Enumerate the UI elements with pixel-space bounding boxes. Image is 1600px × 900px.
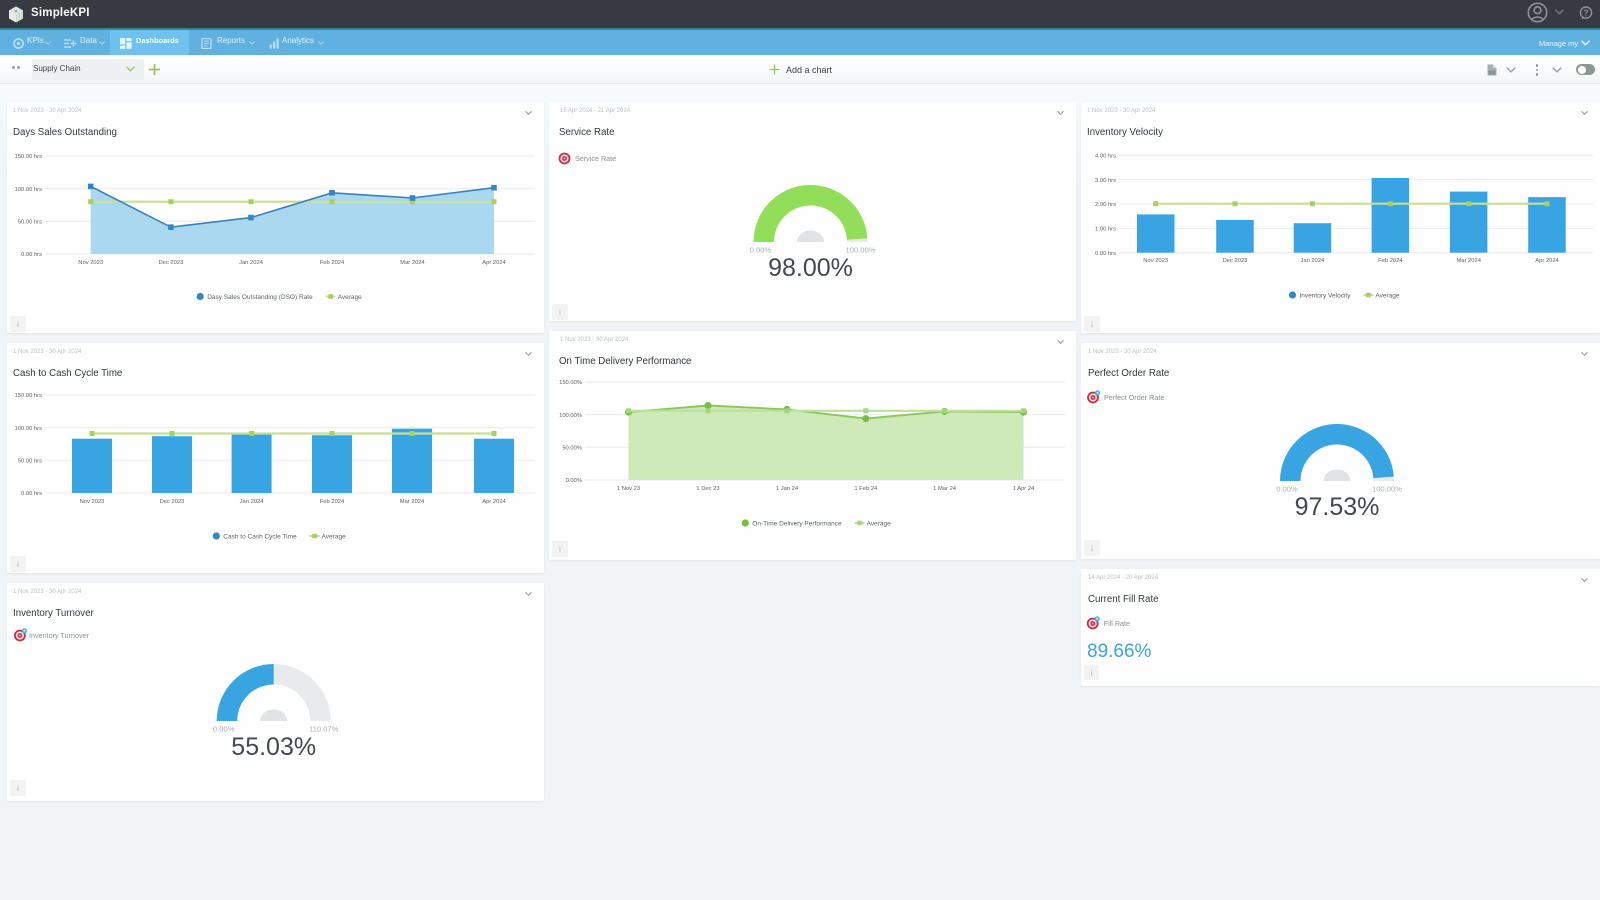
svg-text:50.00 hrs: 50.00 hrs [18,459,42,465]
svg-text:Jan 2024: Jan 2024 [1300,258,1325,264]
svg-text:100.00%: 100.00% [846,246,876,255]
svg-text:100.00%: 100.00% [559,413,582,419]
svg-text:1 Nov 23: 1 Nov 23 [617,486,640,492]
svg-text:Apr 2024: Apr 2024 [1535,258,1559,264]
svg-text:Inventory Velocity: Inventory Velocity [1300,292,1352,299]
svg-text:0.00 hrs: 0.00 hrs [21,491,42,497]
svg-text:1 Apr 24: 1 Apr 24 [1013,486,1035,492]
svg-text:100.00%: 100.00% [1372,485,1402,494]
svg-text:150.00%: 150.00% [559,380,582,386]
svg-text:Jan 2024: Jan 2024 [239,260,264,266]
svg-text:0.00 hrs: 0.00 hrs [1095,251,1116,257]
svg-text:?: ? [1583,7,1588,17]
svg-text:1 Feb 24: 1 Feb 24 [854,486,878,492]
svg-text:Dec 2023: Dec 2023 [160,499,185,505]
svg-text:0.00 hrs: 0.00 hrs [21,252,42,258]
svg-text:Nov 2023: Nov 2023 [80,499,105,505]
svg-text:0.00%: 0.00% [750,246,772,255]
svg-text:Average: Average [867,520,891,527]
svg-text:On-Time Delivery Performance: On-Time Delivery Performance [752,520,842,527]
svg-text:Feb 2024: Feb 2024 [1378,258,1403,264]
svg-text:100.00 hrs: 100.00 hrs [15,426,42,432]
svg-text:Mar 2024: Mar 2024 [400,499,425,505]
svg-text:1 Dec 23: 1 Dec 23 [696,486,719,492]
svg-text:Cash to Cash Cycle Time: Cash to Cash Cycle Time [223,533,297,540]
svg-text:150.00 hrs: 150.00 hrs [15,393,42,399]
svg-text:Mar 2024: Mar 2024 [1456,258,1481,264]
svg-text:Feb 2024: Feb 2024 [320,260,345,266]
svg-text:Nov 2023: Nov 2023 [1143,258,1168,264]
svg-text:Nov 2023: Nov 2023 [78,260,103,266]
svg-text:97.53%: 97.53% [1295,493,1380,521]
svg-text:Feb 2024: Feb 2024 [320,499,345,505]
svg-text:Apr 2024: Apr 2024 [482,499,506,505]
svg-text:50.00%: 50.00% [562,446,582,452]
svg-text:Average: Average [322,533,346,540]
svg-text:110.07%: 110.07% [309,725,339,734]
svg-text:2.00 hrs: 2.00 hrs [1095,202,1116,208]
svg-text:Dec 2023: Dec 2023 [1223,258,1248,264]
svg-text:Apr 2024: Apr 2024 [482,260,506,266]
svg-text:Dasy Sales Outstanding (DSO) R: Dasy Sales Outstanding (DSO) Rate [207,294,313,301]
svg-text:1 Jan 24: 1 Jan 24 [776,486,799,492]
svg-text:150.00 hrs: 150.00 hrs [15,154,42,160]
svg-text:98.00%: 98.00% [768,254,853,282]
svg-text:1.00 hrs: 1.00 hrs [1095,227,1116,233]
svg-text:55.03%: 55.03% [231,733,316,761]
svg-text:0.00%: 0.00% [566,478,582,484]
svg-text:4.00 hrs: 4.00 hrs [1095,154,1116,160]
svg-text:100.00 hrs: 100.00 hrs [15,187,42,193]
svg-text:50.00 hrs: 50.00 hrs [18,220,42,226]
svg-text:Average: Average [1375,292,1399,299]
svg-text:Dec 2023: Dec 2023 [158,260,183,266]
svg-text:0.00%: 0.00% [213,725,235,734]
svg-text:Jan 2024: Jan 2024 [240,499,265,505]
svg-text:0.00%: 0.00% [1276,485,1298,494]
svg-text:Mar 2024: Mar 2024 [400,260,425,266]
svg-text:3.00 hrs: 3.00 hrs [1095,178,1116,184]
svg-text:1 Mar 24: 1 Mar 24 [933,486,957,492]
svg-text:Average: Average [338,294,362,301]
